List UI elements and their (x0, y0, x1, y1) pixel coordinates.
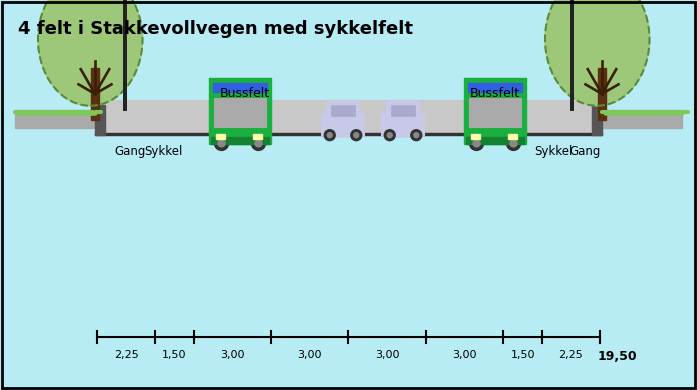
Bar (209, 78, 271, 144)
Circle shape (252, 136, 266, 151)
Bar (15, 110, 95, 128)
Circle shape (384, 130, 395, 141)
Bar (95, 105, 105, 135)
Ellipse shape (545, 0, 650, 106)
Text: 2,25: 2,25 (114, 350, 139, 360)
Circle shape (388, 133, 392, 138)
Bar (330, 105, 355, 116)
Bar (508, 134, 517, 139)
Circle shape (218, 140, 225, 147)
Bar (466, 136, 524, 144)
Bar (95, 100, 602, 135)
Bar (215, 98, 266, 127)
FancyBboxPatch shape (386, 101, 420, 121)
FancyBboxPatch shape (381, 114, 424, 137)
Bar (471, 134, 480, 139)
Circle shape (255, 140, 262, 147)
Circle shape (351, 130, 362, 141)
Bar (470, 98, 521, 127)
Circle shape (510, 140, 517, 147)
Text: Sykkel: Sykkel (144, 145, 182, 158)
Text: 3,00: 3,00 (452, 350, 477, 360)
Text: 19,50: 19,50 (597, 350, 637, 363)
Text: 3,00: 3,00 (220, 350, 245, 360)
Circle shape (507, 136, 521, 151)
Bar (592, 105, 602, 135)
Circle shape (215, 136, 229, 151)
Circle shape (411, 130, 422, 141)
Bar (598, 68, 606, 120)
Bar (464, 78, 526, 144)
Text: Bussfelt: Bussfelt (470, 87, 520, 100)
Text: 2,25: 2,25 (558, 350, 583, 360)
Bar (390, 105, 415, 116)
Text: 1,50: 1,50 (162, 350, 187, 360)
Circle shape (414, 133, 419, 138)
Circle shape (354, 133, 359, 138)
Bar (468, 83, 522, 92)
Text: Gang: Gang (569, 145, 601, 158)
Circle shape (324, 130, 335, 141)
Text: Sykkel: Sykkel (534, 145, 572, 158)
Bar (253, 134, 262, 139)
Circle shape (328, 133, 332, 138)
Text: 3,00: 3,00 (298, 350, 322, 360)
FancyBboxPatch shape (321, 114, 365, 137)
FancyBboxPatch shape (326, 101, 360, 121)
Text: 1,50: 1,50 (510, 350, 535, 360)
Bar (213, 83, 267, 92)
Text: 4 felt i Stakkevollvegen med sykkelfelt: 4 felt i Stakkevollvegen med sykkelfelt (18, 20, 413, 38)
Ellipse shape (38, 0, 142, 106)
Bar (602, 110, 682, 128)
Text: Bussfelt: Bussfelt (220, 87, 270, 100)
Bar (211, 136, 269, 144)
Circle shape (473, 140, 480, 147)
Bar (95, 133, 602, 135)
Bar (216, 134, 225, 139)
Circle shape (470, 136, 484, 151)
Text: 3,00: 3,00 (375, 350, 399, 360)
Text: Gang: Gang (114, 145, 146, 158)
Bar (91, 68, 99, 120)
